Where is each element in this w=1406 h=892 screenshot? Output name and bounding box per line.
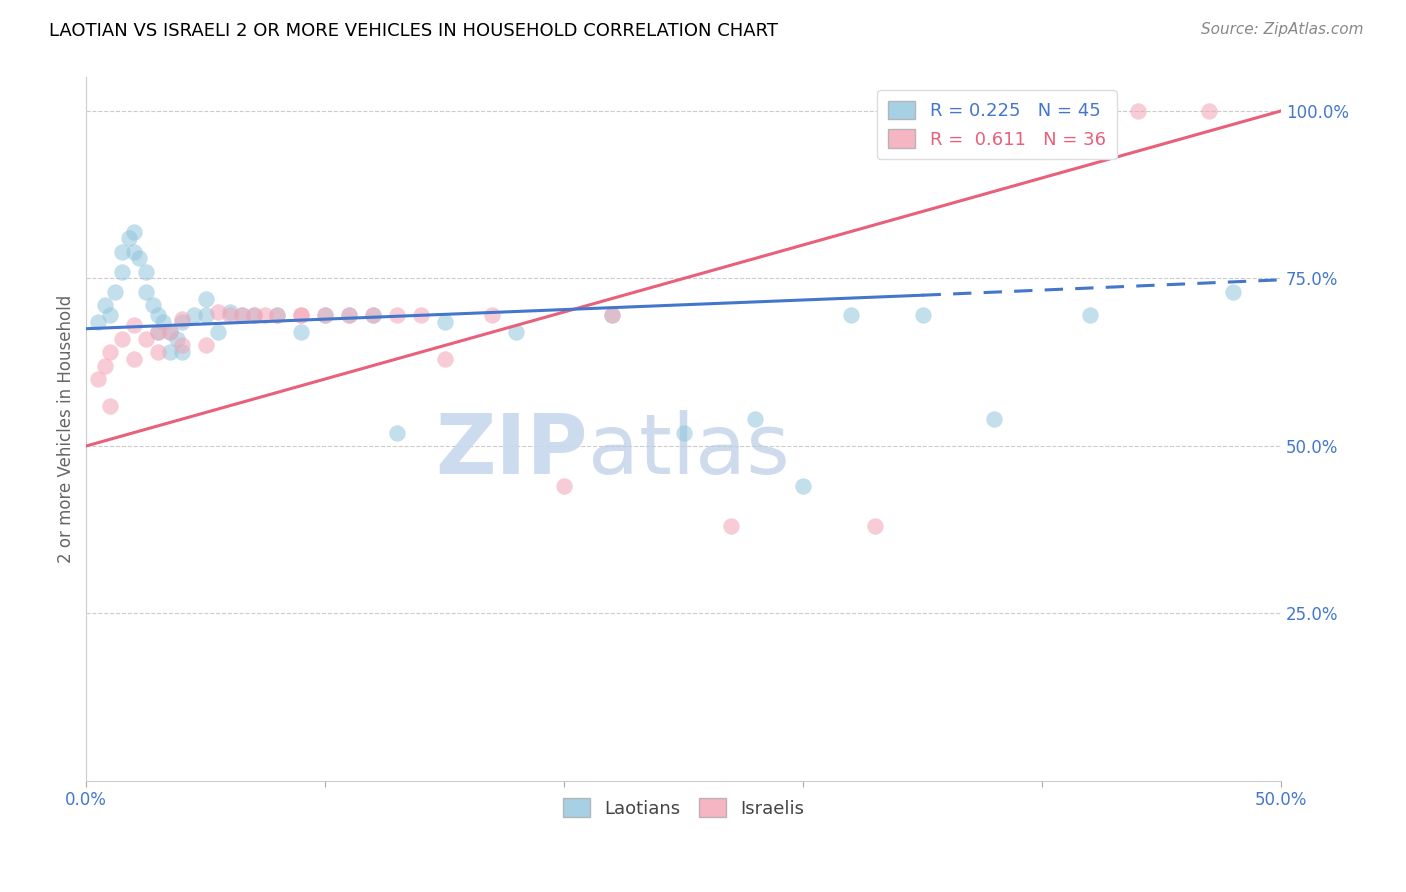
Point bbox=[118, 231, 141, 245]
Point bbox=[863, 519, 886, 533]
Point bbox=[98, 399, 121, 413]
Point bbox=[983, 412, 1005, 426]
Point bbox=[111, 332, 134, 346]
Point bbox=[481, 308, 503, 322]
Point bbox=[159, 325, 181, 339]
Point bbox=[231, 308, 253, 322]
Point bbox=[337, 308, 360, 322]
Point bbox=[1222, 285, 1244, 299]
Point bbox=[314, 308, 336, 322]
Point bbox=[170, 315, 193, 329]
Point bbox=[122, 351, 145, 366]
Point bbox=[142, 298, 165, 312]
Point bbox=[122, 318, 145, 333]
Point bbox=[94, 298, 117, 312]
Text: ZIP: ZIP bbox=[436, 409, 588, 491]
Point bbox=[385, 425, 408, 440]
Point bbox=[104, 285, 127, 299]
Point bbox=[146, 325, 169, 339]
Point bbox=[290, 308, 312, 322]
Point bbox=[135, 285, 157, 299]
Point bbox=[839, 308, 862, 322]
Point bbox=[1078, 103, 1101, 118]
Point bbox=[94, 359, 117, 373]
Point bbox=[170, 311, 193, 326]
Point bbox=[207, 325, 229, 339]
Point bbox=[146, 325, 169, 339]
Point bbox=[98, 345, 121, 359]
Point bbox=[146, 345, 169, 359]
Text: atlas: atlas bbox=[588, 409, 790, 491]
Point bbox=[183, 308, 205, 322]
Point bbox=[290, 308, 312, 322]
Point bbox=[146, 308, 169, 322]
Point bbox=[433, 315, 456, 329]
Point bbox=[600, 308, 623, 322]
Point bbox=[170, 345, 193, 359]
Point bbox=[505, 325, 527, 339]
Point bbox=[218, 305, 240, 319]
Point bbox=[433, 351, 456, 366]
Point bbox=[361, 308, 384, 322]
Y-axis label: 2 or more Vehicles in Household: 2 or more Vehicles in Household bbox=[58, 295, 75, 564]
Point bbox=[152, 315, 174, 329]
Text: LAOTIAN VS ISRAELI 2 OR MORE VEHICLES IN HOUSEHOLD CORRELATION CHART: LAOTIAN VS ISRAELI 2 OR MORE VEHICLES IN… bbox=[49, 22, 778, 40]
Point bbox=[266, 308, 288, 322]
Point bbox=[254, 308, 277, 322]
Point bbox=[792, 479, 814, 493]
Point bbox=[600, 308, 623, 322]
Point bbox=[266, 308, 288, 322]
Point bbox=[159, 325, 181, 339]
Point bbox=[159, 345, 181, 359]
Point bbox=[194, 308, 217, 322]
Point bbox=[290, 325, 312, 339]
Point bbox=[111, 244, 134, 259]
Point bbox=[87, 315, 110, 329]
Point bbox=[361, 308, 384, 322]
Point bbox=[314, 308, 336, 322]
Point bbox=[672, 425, 695, 440]
Point bbox=[87, 372, 110, 386]
Point bbox=[218, 308, 240, 322]
Point bbox=[242, 308, 264, 322]
Point bbox=[135, 265, 157, 279]
Point bbox=[385, 308, 408, 322]
Point bbox=[207, 305, 229, 319]
Point bbox=[122, 244, 145, 259]
Point bbox=[911, 308, 934, 322]
Point bbox=[409, 308, 432, 322]
Point bbox=[111, 265, 134, 279]
Text: Source: ZipAtlas.com: Source: ZipAtlas.com bbox=[1201, 22, 1364, 37]
Point bbox=[98, 308, 121, 322]
Point bbox=[1078, 308, 1101, 322]
Point bbox=[194, 292, 217, 306]
Point bbox=[720, 519, 742, 533]
Point bbox=[1198, 103, 1220, 118]
Point bbox=[122, 225, 145, 239]
Point bbox=[128, 252, 150, 266]
Point bbox=[166, 332, 188, 346]
Point bbox=[1126, 103, 1149, 118]
Point bbox=[231, 308, 253, 322]
Point bbox=[337, 308, 360, 322]
Point bbox=[170, 338, 193, 352]
Legend: Laotians, Israelis: Laotians, Israelis bbox=[555, 791, 811, 825]
Point bbox=[242, 308, 264, 322]
Point bbox=[553, 479, 575, 493]
Point bbox=[135, 332, 157, 346]
Point bbox=[744, 412, 766, 426]
Point bbox=[194, 338, 217, 352]
